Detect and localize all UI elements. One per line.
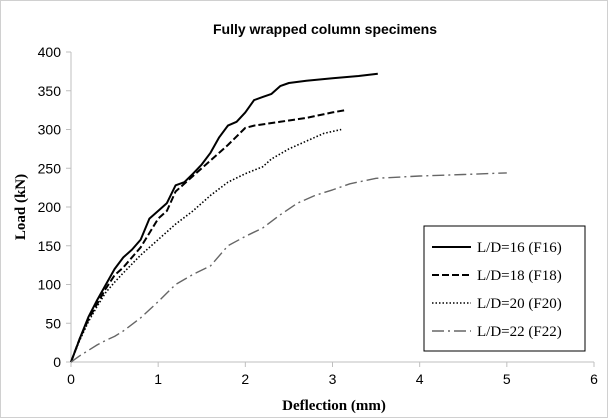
legend-label-4: L/D=22 (F22) [477,324,562,340]
y-tick-label: 400 [38,44,62,60]
series-line-4 [70,172,507,363]
legend-label-2: L/D=18 (F18) [477,268,562,284]
y-axis-label: Load (kN) [13,174,29,240]
y-tick-label: 150 [38,238,62,254]
y-axis-ticks: 0 50 100 150 200 250 300 350 400 [38,44,71,370]
x-tick-label: 5 [503,371,511,387]
legend-label-1: L/D=16 (F16) [477,240,562,256]
x-axis-label: Deflection (mm) [282,398,386,414]
x-axis-ticks: 0 1 2 3 4 5 6 [67,362,598,387]
x-tick-label: 1 [154,371,162,387]
series-layer [70,72,507,363]
legend: L/D=16 (F16) L/D=18 (F18) L/D=20 (F20) L/D=… [423,225,586,352]
y-tick-label: 300 [38,122,62,138]
series-line-3 [70,128,342,363]
x-tick-label: 4 [416,371,424,387]
y-tick-label: 200 [38,199,62,215]
y-tick-label: 100 [38,277,62,293]
series-line-2 [70,109,346,363]
y-tick-label: 250 [38,160,62,176]
y-tick-label: 50 [45,315,61,331]
x-tick-label: 2 [241,371,249,387]
x-tick-label: 0 [67,371,75,387]
y-tick-label: 0 [53,354,61,370]
legend-label-3: L/D=20 (F20) [477,296,562,312]
x-tick-label: 6 [590,371,598,387]
chart-title: Fully wrapped column specimens [213,21,437,37]
series-line-1 [70,72,378,363]
y-tick-label: 350 [38,83,62,99]
x-tick-label: 3 [329,371,337,387]
